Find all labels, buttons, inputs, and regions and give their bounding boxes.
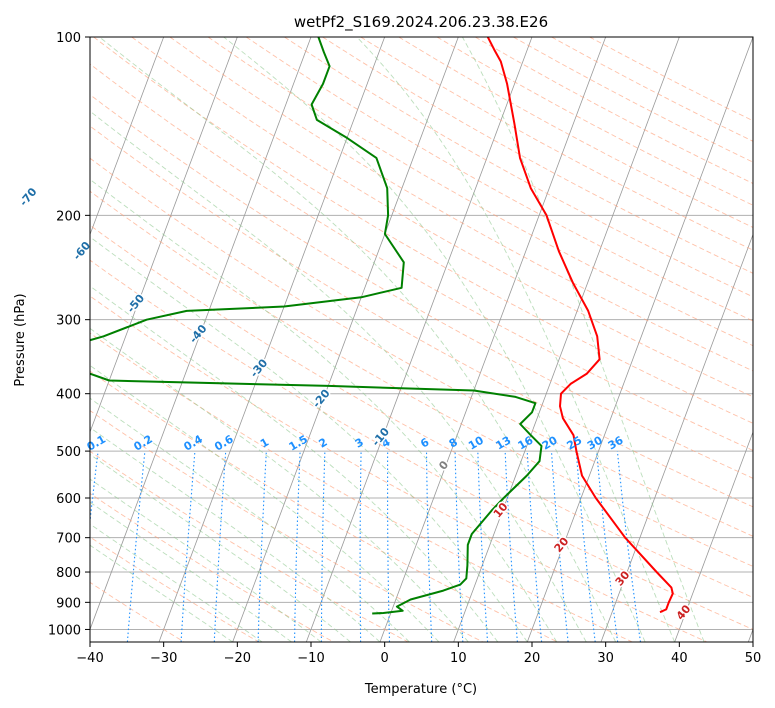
dry-adiabat-line <box>131 37 753 398</box>
x-axis-label: Temperature (°C) <box>364 682 477 697</box>
moist-adiabat-line <box>90 523 263 642</box>
dry-adiabat-line <box>284 37 753 298</box>
x-tick-label: −40 <box>76 651 103 666</box>
moist-adiabat-line <box>90 110 587 642</box>
moist-adiabat-line <box>356 37 676 642</box>
x-tick-label: 40 <box>671 651 688 666</box>
y-tick-label: 1000 <box>48 623 81 638</box>
x-tick-label: 0 <box>381 651 389 666</box>
y-axis-label: Pressure (hPa) <box>13 293 28 386</box>
mixing-ratio-line <box>526 451 543 642</box>
sounding-lines <box>90 37 674 615</box>
moist-adiabat-line <box>90 327 469 642</box>
moist-adiabat-line <box>90 285 499 642</box>
isotherm-line <box>379 37 607 642</box>
x-tick-label: 30 <box>597 651 614 666</box>
background-lines <box>90 37 753 642</box>
dry-adiabat-line <box>90 536 260 642</box>
mixing-ratio-line <box>616 451 642 642</box>
dry-adiabat-line <box>90 259 753 630</box>
isotherm-line <box>90 37 238 434</box>
dewpoint-profile-line <box>90 37 543 615</box>
y-tick-label: 300 <box>56 314 81 329</box>
dry-adiabat-line <box>245 37 753 322</box>
isotherm-line <box>90 37 312 631</box>
x-tick-label: −30 <box>150 651 177 666</box>
moist-adiabat-line <box>90 544 233 642</box>
dry-adiabat-line <box>169 37 753 372</box>
mixing-ratio-line <box>90 451 99 526</box>
moist-adiabat-line <box>90 178 558 642</box>
y-tick-label: 700 <box>56 532 81 547</box>
moist-adiabat-line <box>90 427 381 642</box>
x-tick-label: 50 <box>745 651 762 666</box>
dry-adiabat-line <box>90 332 633 642</box>
y-tick-label: 500 <box>56 445 81 460</box>
y-tick-label: 100 <box>56 31 81 46</box>
moist-adiabat-line <box>462 37 705 642</box>
x-tick-label: 10 <box>450 651 467 666</box>
moist-adiabat-line <box>223 37 646 642</box>
chart-title: wetPf2_S169.2024.206.23.38.E26 <box>294 13 548 32</box>
dry-adiabat-line <box>90 190 753 567</box>
x-tick-label: −20 <box>224 651 251 666</box>
y-tick-label: 200 <box>56 209 81 224</box>
dry-adiabat-line <box>93 37 753 424</box>
isotherm-line <box>232 37 459 642</box>
isotherm-line <box>674 430 753 642</box>
y-tick-label: 600 <box>56 492 81 507</box>
dry-adiabat-line <box>90 450 409 642</box>
moist-adiabat-line <box>99 37 617 642</box>
moist-adiabat-line <box>90 364 440 642</box>
y-tick-label: 900 <box>56 596 81 611</box>
moist-adiabat-line <box>90 236 528 642</box>
isotherm-line <box>90 37 165 236</box>
plot-frame <box>89 36 754 643</box>
x-tick-label: −10 <box>297 651 324 666</box>
mixing-ratio-line <box>550 451 569 642</box>
dry-adiabat-line <box>90 492 334 642</box>
moist-adiabat-line <box>90 501 292 642</box>
axes: −40 −30 −20 −10 0 10 20 30 40 50 100 200 300 400 500 60… <box>48 31 761 666</box>
isotherm-line <box>600 233 753 642</box>
mixing-ratio-line <box>126 451 146 642</box>
mixing-ratio-line <box>575 451 596 642</box>
dry-adiabat-line <box>90 370 558 642</box>
isotherm-line <box>305 37 533 642</box>
dry-adiabat-line <box>90 125 753 508</box>
x-tick-label: 20 <box>524 651 541 666</box>
y-tick-label: 400 <box>56 388 81 403</box>
mixing-ratio-line <box>596 451 619 642</box>
dry-adiabat-line <box>90 410 484 642</box>
dry-adiabat-line <box>90 581 185 642</box>
moist-adiabat-line <box>90 453 351 642</box>
temperature-profile-line <box>486 37 674 614</box>
y-tick-label: 800 <box>56 566 81 581</box>
dry-adiabat-line <box>90 157 753 537</box>
moist-adiabat-line <box>90 478 322 642</box>
